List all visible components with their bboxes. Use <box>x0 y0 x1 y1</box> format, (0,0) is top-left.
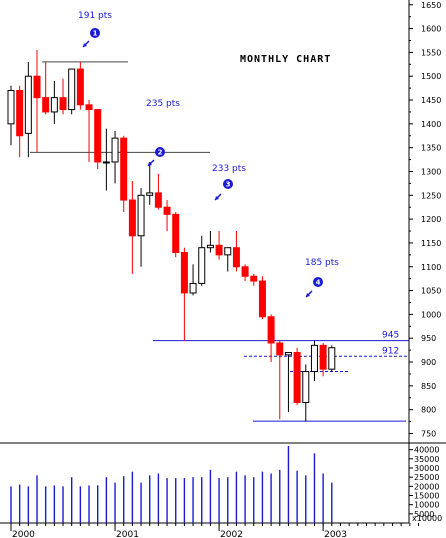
candle-body <box>33 75 41 99</box>
price-tick-label: 1550 <box>421 48 441 57</box>
price-tick-label: 1150 <box>421 239 441 248</box>
candle-body <box>241 266 249 277</box>
volume-tick-label: 40000 <box>414 446 439 455</box>
level-label: 912 <box>382 346 399 356</box>
price-tick-label: 1650 <box>421 1 441 10</box>
candle-body <box>76 68 84 106</box>
candle-body <box>146 192 154 196</box>
annotation-arrowhead <box>148 162 152 166</box>
candle-body <box>59 97 67 111</box>
volume-tick-label: 20000 <box>414 482 439 491</box>
candle-body <box>302 371 310 404</box>
volume-axis: 400003500030000250002000015000100005000x… <box>409 446 442 523</box>
chart-title: MONTHLY CHART <box>240 54 331 65</box>
candle-body <box>85 104 93 111</box>
candle-body <box>293 351 301 404</box>
candle-body <box>111 137 119 163</box>
candle-body <box>50 97 58 113</box>
annotations-layer: 191 pts 1 235 pts 2 233 pts 3 185 pts 4 <box>78 11 339 298</box>
annotation-label: 185 pts <box>305 258 339 268</box>
candle-body <box>7 90 15 125</box>
candle-body <box>284 351 292 356</box>
candle-body <box>102 161 110 164</box>
candle-body <box>276 342 284 356</box>
candle-body <box>16 90 24 137</box>
year-tick-label: 2003 <box>324 530 347 538</box>
price-tick-label: 1000 <box>421 310 441 319</box>
volume-tick-label: 35000 <box>414 455 439 464</box>
time-axis: 2000 2001 2002 2003 <box>10 523 419 538</box>
candle-body <box>137 194 145 237</box>
candle-body <box>24 75 32 134</box>
volume-tick-label: 25000 <box>414 473 439 482</box>
level-label: 945 <box>382 331 399 341</box>
candle-body <box>128 199 136 237</box>
price-tick-label: 1300 <box>421 167 441 176</box>
price-tick-label: 1600 <box>421 25 441 34</box>
candle-body <box>250 275 258 282</box>
price-tick-label: 1450 <box>421 96 441 105</box>
price-tick-label: 1200 <box>421 215 441 224</box>
price-axis: 750 800 850 900 950 1000 1050 1100 1150 1200 1250 1… <box>409 1 441 438</box>
volume-tick-label: 30000 <box>414 464 439 473</box>
annotation-arrowhead <box>215 196 219 200</box>
candle-body <box>94 109 102 163</box>
volume-tick-label: 15000 <box>414 492 439 501</box>
candle-body <box>68 68 76 111</box>
year-tick-label: 2001 <box>116 530 139 538</box>
annotation-arrowhead <box>83 43 87 47</box>
candle-body <box>328 347 336 370</box>
price-tick-label: 800 <box>421 406 436 415</box>
candle-body <box>120 137 128 201</box>
year-tick-label: 2002 <box>220 530 243 538</box>
annotation-marker <box>313 277 323 287</box>
annotation-marker <box>90 28 100 38</box>
candle-body <box>172 213 180 253</box>
candle-body <box>224 247 232 256</box>
volume-tick-label: 5000 <box>414 510 434 519</box>
price-tick-label: 1050 <box>421 287 441 296</box>
candle-body <box>189 282 197 294</box>
annotation-marker-number: 4 <box>316 279 321 287</box>
annotation-marker-number: 3 <box>226 181 231 189</box>
volume-layer <box>10 446 333 523</box>
price-tick-label: 1350 <box>421 144 441 153</box>
price-tick-label: 1250 <box>421 191 441 200</box>
price-tick-label: 750 <box>421 429 436 438</box>
candle-body <box>198 247 206 284</box>
candle-body <box>154 192 162 208</box>
candle-body <box>215 244 223 256</box>
annotation-label: 235 pts <box>146 99 180 109</box>
volume-tick-label: 10000 <box>414 501 439 510</box>
year-tick-label: 2000 <box>12 530 35 538</box>
annotation-marker <box>155 147 165 157</box>
annotation-arrowhead <box>306 293 310 297</box>
annotation-marker-number: 2 <box>158 149 163 157</box>
candles-layer <box>7 50 336 422</box>
price-tick-label: 900 <box>421 358 436 367</box>
candle-body <box>310 344 318 373</box>
volume-scale-label: x10000 <box>412 514 442 523</box>
candle-body <box>267 316 275 344</box>
annotation-marker-number: 1 <box>93 30 98 38</box>
price-tick-label: 1100 <box>421 263 441 272</box>
price-tick-label: 1500 <box>421 72 441 81</box>
annotation-label: 233 pts <box>212 164 246 174</box>
price-tick-label: 950 <box>421 334 436 343</box>
candle-body <box>206 244 214 249</box>
candle-body <box>232 247 240 268</box>
candle-body <box>180 251 188 294</box>
candle-body <box>42 97 50 113</box>
candle-body <box>163 206 171 215</box>
annotation-marker <box>223 179 233 189</box>
price-tick-label: 1400 <box>421 120 441 129</box>
price-tick-label: 850 <box>421 382 436 391</box>
annotation-label: 191 pts <box>78 11 112 21</box>
candle-body <box>319 344 327 370</box>
candle-body <box>258 280 266 318</box>
